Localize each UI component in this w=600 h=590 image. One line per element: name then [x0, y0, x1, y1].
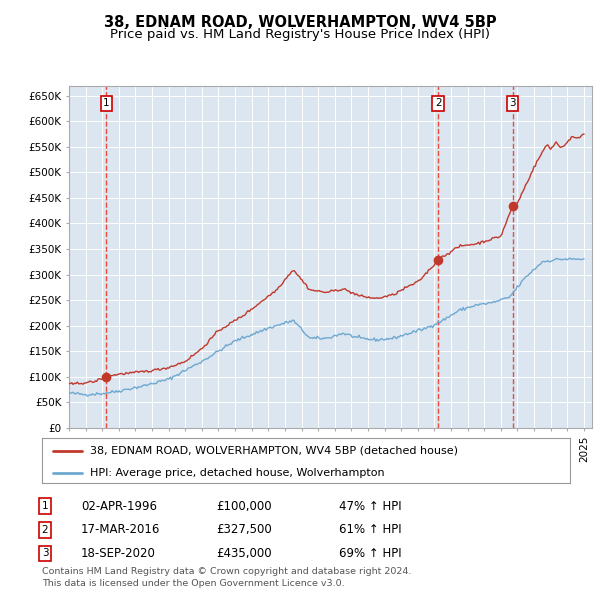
Text: 17-MAR-2016: 17-MAR-2016 [81, 523, 160, 536]
Text: HPI: Average price, detached house, Wolverhampton: HPI: Average price, detached house, Wolv… [89, 468, 384, 478]
Text: 02-APR-1996: 02-APR-1996 [81, 500, 157, 513]
Text: 38, EDNAM ROAD, WOLVERHAMPTON, WV4 5BP (detached house): 38, EDNAM ROAD, WOLVERHAMPTON, WV4 5BP (… [89, 446, 458, 455]
Text: 18-SEP-2020: 18-SEP-2020 [81, 547, 156, 560]
Text: 61% ↑ HPI: 61% ↑ HPI [339, 523, 401, 536]
Text: 47% ↑ HPI: 47% ↑ HPI [339, 500, 401, 513]
Text: £435,000: £435,000 [216, 547, 272, 560]
Text: Contains HM Land Registry data © Crown copyright and database right 2024.
This d: Contains HM Land Registry data © Crown c… [42, 568, 412, 588]
Text: 3: 3 [509, 99, 516, 109]
Text: 3: 3 [41, 549, 49, 558]
Text: 1: 1 [41, 502, 49, 511]
Text: 69% ↑ HPI: 69% ↑ HPI [339, 547, 401, 560]
Text: Price paid vs. HM Land Registry's House Price Index (HPI): Price paid vs. HM Land Registry's House … [110, 28, 490, 41]
Text: 38, EDNAM ROAD, WOLVERHAMPTON, WV4 5BP: 38, EDNAM ROAD, WOLVERHAMPTON, WV4 5BP [104, 15, 496, 30]
Text: 1: 1 [103, 99, 110, 109]
Text: £327,500: £327,500 [216, 523, 272, 536]
Text: 2: 2 [41, 525, 49, 535]
Text: 2: 2 [435, 99, 442, 109]
Text: £100,000: £100,000 [216, 500, 272, 513]
